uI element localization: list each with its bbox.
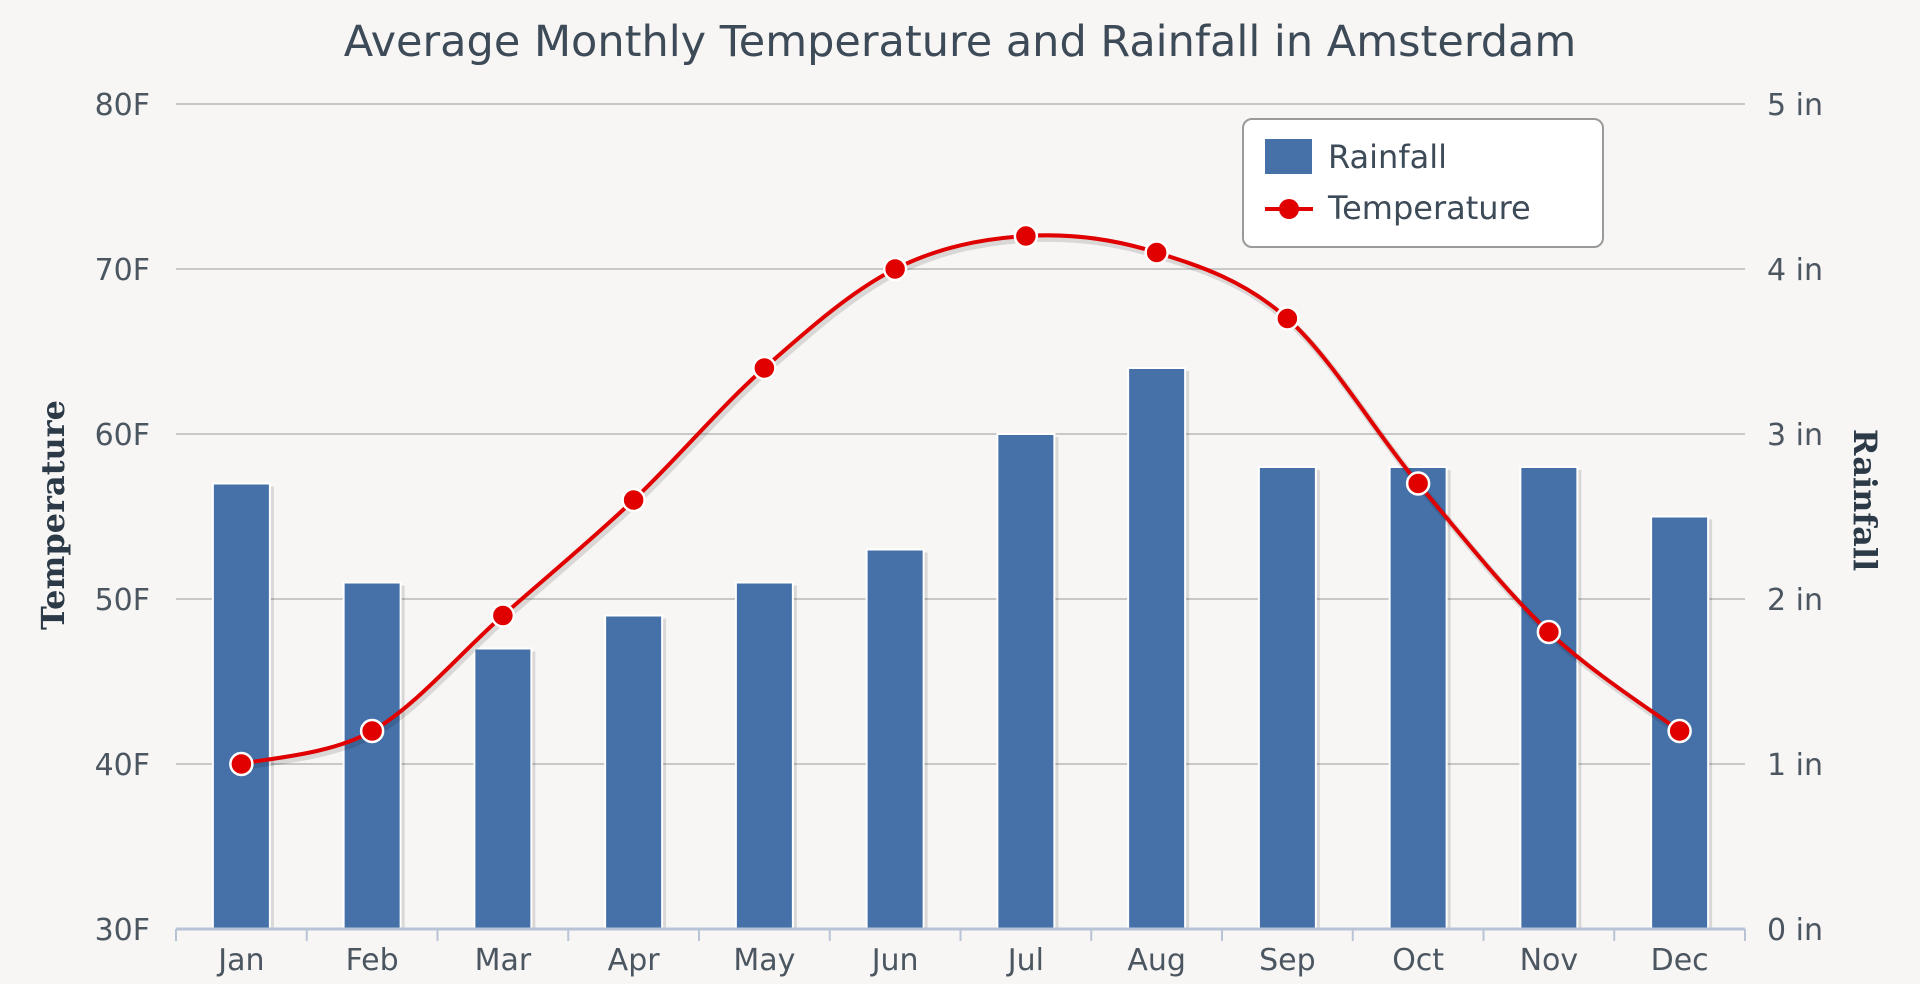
x-tick-label: Sep (1259, 943, 1316, 978)
x-tick-label: Jun (870, 943, 919, 978)
legend-temperature-label[interactable]: Temperature (1327, 189, 1531, 227)
legend[interactable]: Rainfall Temperature (1242, 118, 1604, 248)
temperature-point[interactable] (490, 603, 516, 628)
left-tick-label: 80F (95, 88, 150, 123)
rainfall-bar[interactable] (342, 581, 402, 930)
left-tick-label: 40F (95, 748, 150, 783)
temperature-line[interactable] (240, 233, 1681, 766)
right-tick-label: 2 in (1767, 583, 1823, 618)
legend-box (1242, 118, 1604, 248)
temperature-point[interactable] (1144, 240, 1169, 265)
temperature-point[interactable] (1013, 223, 1039, 249)
axes-layer: 30F 40F 50F 60F 70F 80F 0 in 1 in 2 in 3 in 4 in 5 … (95, 88, 1823, 978)
temperature-point[interactable] (882, 256, 908, 282)
rainfall-bar[interactable] (1519, 466, 1579, 930)
temperature-point[interactable] (621, 487, 646, 513)
legend-rainfall-label[interactable]: Rainfall (1328, 138, 1447, 176)
rainfall-bar[interactable] (211, 482, 271, 930)
rainfall-bar[interactable] (1127, 367, 1187, 930)
rainfall-bar[interactable] (865, 548, 925, 930)
right-tick-label: 3 in (1767, 418, 1823, 453)
x-tick-label: Mar (475, 943, 532, 978)
chart-title: Average Monthly Temperature and Rainfall… (344, 17, 1577, 67)
temperature-point[interactable] (1275, 306, 1300, 331)
x-tick-label: Aug (1127, 943, 1186, 978)
x-tick-label: Oct (1392, 943, 1444, 978)
left-axis-title: Temperature (34, 400, 72, 630)
temperature-point[interactable] (1536, 619, 1562, 645)
x-tick-label: Feb (346, 943, 399, 978)
legend-rainfall-swatch (1265, 139, 1312, 174)
rainfall-bars (211, 367, 1713, 930)
temperature-point[interactable] (1405, 471, 1431, 496)
rainfall-bar[interactable] (473, 647, 533, 930)
rainfall-bar[interactable] (734, 581, 794, 930)
grid-layer (176, 103, 1745, 765)
right-tick-label: 5 in (1767, 88, 1823, 123)
left-tick-label: 70F (95, 253, 150, 288)
rainfall-bar[interactable] (1257, 466, 1317, 930)
x-tick-label: Apr (608, 943, 661, 978)
left-tick-label: 30F (95, 913, 150, 948)
x-tick-label: May (733, 943, 795, 978)
right-tick-label: 0 in (1767, 913, 1823, 948)
x-tick-label: Jul (1006, 943, 1044, 978)
legend-temperature-marker (1279, 199, 1299, 219)
temperature-point[interactable] (1667, 718, 1692, 744)
left-tick-label: 50F (95, 583, 150, 618)
rainfall-bar[interactable] (996, 433, 1056, 930)
x-tick-label: Dec (1651, 943, 1709, 978)
rainfall-bar[interactable] (604, 614, 664, 930)
right-tick-label: 1 in (1767, 748, 1823, 783)
temperature-line-shadow (242, 234, 1684, 771)
rainfall-bar[interactable] (1388, 466, 1448, 930)
right-axis-title: Rainfall (1846, 429, 1884, 571)
temperature-line-layer (229, 223, 1692, 777)
temperature-point[interactable] (752, 355, 777, 381)
x-tick-label: Jan (216, 943, 264, 978)
right-tick-label: 4 in (1767, 253, 1823, 288)
temperature-point[interactable] (229, 751, 254, 777)
left-tick-label: 60F (95, 418, 150, 453)
x-tick-label: Nov (1520, 943, 1579, 978)
temperature-point[interactable] (359, 718, 385, 744)
